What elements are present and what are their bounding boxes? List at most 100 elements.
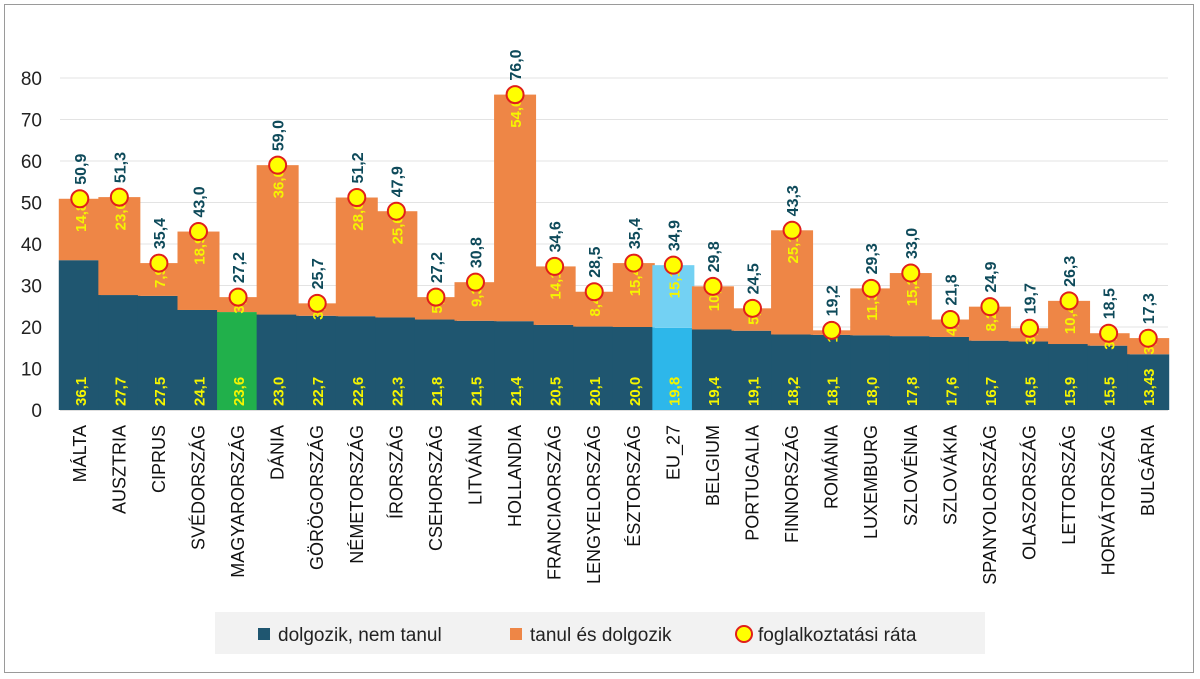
value-label-top-málta: 14,8: [73, 203, 90, 232]
rate-label-eu_27: 34,9: [666, 220, 683, 251]
rate-point-horvátország: [1099, 323, 1119, 343]
bar-base-luxemburg: [850, 335, 893, 410]
rate-label-horvátország: 18,5: [1102, 288, 1119, 319]
bar-top-franciaország: [533, 266, 576, 325]
value-label-top-szlovénia: 15,2: [904, 277, 921, 306]
bar-top-finnország: [771, 230, 814, 335]
value-label-base-horvátország: 15,5: [1102, 377, 1119, 406]
rate-label-franciaország: 34,6: [548, 221, 565, 252]
y-tick-label-40: 40: [21, 235, 42, 256]
bar-base-írország: [375, 317, 418, 410]
rate-point-olaszország: [1020, 318, 1039, 338]
bar-base-portugalia: [731, 330, 774, 410]
bar-top-málta: [58, 198, 101, 261]
rate-point-litvánia: [466, 272, 485, 292]
value-label-top-franciaország: 14,1: [548, 270, 565, 299]
value-label-base-litvánia: 21,5: [469, 377, 486, 406]
rate-label-lettország: 26,3: [1062, 256, 1079, 287]
bar-base-szlovákia: [929, 336, 972, 410]
x-label-litvánia: LITVÁNIA: [466, 425, 486, 505]
rate-label-spanyolország: 24,9: [983, 261, 1000, 292]
rate-label-hollandia: 76,0: [508, 49, 525, 80]
bar-top-németország: [335, 197, 378, 317]
legend-label-foglalkoztat-si-r-ta: foglalkoztatási ráta: [758, 625, 917, 646]
value-label-base-románia: 18,1: [825, 377, 842, 406]
rate-label-dánia: 59,0: [271, 120, 288, 151]
bar-base-spanyolország: [968, 340, 1011, 410]
bar-base-málta: [58, 260, 101, 410]
employment-rate-points: 50,9 51,3 35,4 43,0 27,2 59,0 25,7 51,2 47,9 27,2…: [70, 49, 1158, 348]
rate-point-lengyelország: [584, 282, 604, 302]
rate-label-svédország: 43,0: [192, 186, 209, 217]
y-axis-ticks: 0 10 20 30 40 50 60 70 80: [21, 69, 42, 422]
rate-point-svédország: [189, 222, 208, 242]
x-label-málta: MÁLTA: [70, 425, 90, 482]
legend-label-dolgozik-nem-tanul: dolgozik, nem tanul: [278, 625, 442, 646]
rate-label-szlovákia: 21,8: [943, 274, 960, 305]
value-label-top-spanyolország: 8,2: [983, 311, 1000, 332]
value-label-top-németország: 28,6: [350, 202, 367, 231]
rate-point-luxemburg: [861, 278, 881, 298]
bar-base-finnország: [771, 334, 814, 410]
rate-label-írország: 47,9: [389, 166, 406, 197]
rate-point-szlovákia: [940, 310, 960, 330]
x-label-csehország: CSEHORSZÁG: [426, 425, 446, 551]
value-label-base-magyarország: 23,6: [231, 377, 248, 406]
rate-label-szlovénia: 33,0: [904, 228, 921, 259]
x-axis-labels: MÁLTA AUSZTRIA CIPRUS SVÉDORSZÁG MAGYARORSZÁ…: [70, 425, 1158, 585]
bar-top-csehország: [414, 297, 457, 320]
bar-base-horvátország: [1087, 345, 1130, 410]
rate-label-ausztria: 51,3: [112, 152, 129, 183]
x-label-finnország: FINNORSZÁG: [782, 425, 802, 543]
x-label-spanyolország: SPANYOLORSZÁG: [980, 425, 1000, 585]
x-label-ausztria: AUSZTRIA: [109, 425, 129, 514]
bar-base-lettország: [1048, 344, 1091, 410]
x-label-írország: ÍRORSZÁG: [386, 425, 406, 519]
x-label-franciaország: FRANCIAORSZÁG: [545, 425, 565, 580]
bar-base-csehország: [414, 319, 457, 410]
value-label-base-bulgária: 13,43: [1141, 368, 1158, 406]
bar-top-írország: [375, 211, 418, 318]
y-tick-label-50: 50: [21, 194, 42, 215]
value-label-base-szlovákia: 17,6: [943, 377, 960, 406]
bar-top-portugalia: [731, 308, 774, 331]
y-tick-label-0: 0: [31, 401, 42, 422]
y-tick-label-70: 70: [21, 111, 42, 132]
x-label-dánia: DÁNIA: [268, 425, 288, 480]
bar-base-románia: [810, 334, 853, 410]
value-label-top-észtország: 15,4: [627, 266, 644, 296]
rate-point-portugalia: [743, 298, 762, 318]
value-label-base-dánia: 23,0: [271, 377, 288, 406]
rate-label-ciprus: 35,4: [152, 218, 169, 249]
bar-top-észtország: [612, 263, 655, 327]
x-label-lengyelország: LENGYELORSZÁG: [584, 425, 604, 584]
y-tick-label-20: 20: [21, 318, 42, 339]
x-label-svédország: SVÉDORSZÁG: [189, 425, 209, 550]
rate-label-bulgária: 17,3: [1141, 293, 1158, 324]
value-label-base-eu_27: 19,8: [666, 377, 683, 406]
y-tick-label-30: 30: [21, 277, 42, 298]
bar-base-litvánia: [454, 320, 497, 410]
value-label-base-olaszország: 16,5: [1023, 377, 1040, 406]
x-label-görögország: GÖRÖGORSZÁG: [307, 425, 327, 570]
value-label-base-lettország: 15,9: [1062, 377, 1079, 406]
x-label-szlovénia: SZLOVÉNIA: [901, 425, 921, 526]
rate-label-luxemburg: 29,3: [864, 243, 881, 274]
value-label-base-ausztria: 27,7: [112, 377, 129, 406]
legend-marker-foglalkoztat-si-r-ta: [735, 625, 753, 643]
x-label-észtország: ÉSZTORSZÁG: [624, 425, 644, 547]
value-label-top-eu_27: 15,1: [666, 269, 683, 298]
rate-point-szlovénia: [901, 263, 921, 283]
value-label-base-csehország: 21,8: [429, 377, 446, 406]
x-label-németország: NÉMETORSZÁG: [347, 425, 367, 564]
value-label-base-málta: 36,1: [73, 377, 90, 406]
value-label-top-lettország: 10,4: [1062, 304, 1079, 334]
bar-base-franciaország: [533, 324, 576, 410]
value-label-base-portugalia: 19,1: [746, 377, 763, 406]
value-label-base-belgium: 19,4: [706, 376, 723, 406]
rate-label-olaszország: 19,7: [1023, 283, 1040, 314]
rate-label-lengyelország: 28,5: [587, 246, 604, 277]
bar-base-ciprus: [137, 295, 180, 410]
x-label-magyarország: MAGYARORSZÁG: [228, 425, 248, 578]
x-label-lettország: LETTORSZÁG: [1059, 425, 1079, 545]
